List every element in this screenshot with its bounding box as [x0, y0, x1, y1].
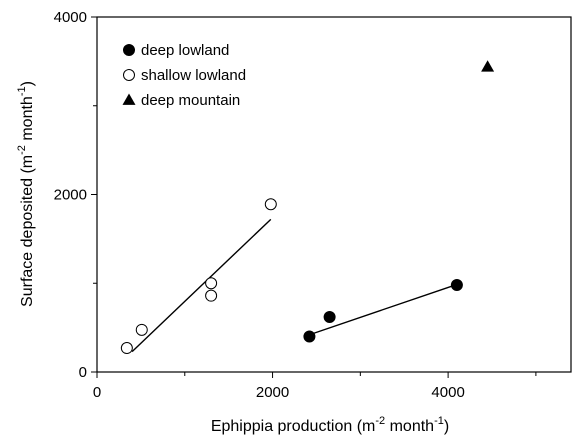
fit-line: [309, 284, 456, 336]
x-axis-label: Ephippia production (m-2 month-1): [211, 415, 449, 435]
data-point: [481, 60, 495, 72]
data-point: [323, 310, 336, 323]
y-axis-label-main: Surface deposited (m: [19, 155, 36, 307]
y-axis-label-unit-exp: -1: [16, 86, 28, 96]
legend-label: shallow lowland: [141, 67, 246, 84]
data-point: [205, 277, 218, 290]
y-tick-label: 4000: [54, 9, 87, 26]
y-axis-label: Surface deposited (m-2 month-1): [16, 81, 36, 307]
legend-marker: [123, 69, 135, 81]
data-point: [135, 323, 148, 336]
x-axis-label-close: ): [444, 418, 449, 435]
legend-label: deep lowland: [141, 42, 229, 59]
data-point: [205, 289, 218, 302]
x-axis-label-main: Ephippia production (m: [211, 418, 376, 435]
y-tick-label: 2000: [54, 187, 87, 204]
data-point: [120, 342, 133, 355]
x-tick-label: 2000: [256, 384, 289, 401]
data-point: [450, 279, 463, 292]
x-axis-label-unit: month: [385, 418, 434, 435]
legend-marker: [122, 93, 136, 105]
fit-lines: [131, 218, 456, 353]
fit-line: [131, 218, 272, 353]
x-tick-label: 4000: [431, 384, 464, 401]
data-point: [264, 198, 277, 211]
x-axis-label-unit-exp: -1: [434, 415, 444, 427]
data-point: [303, 330, 316, 343]
legend-label: deep mountain: [141, 92, 240, 109]
legend: deep lowland shallow lowland deep mountain: [122, 42, 246, 109]
y-tick-label: 0: [79, 364, 87, 381]
y-axis-label-exp: -2: [16, 145, 28, 155]
legend-marker: [123, 44, 135, 56]
x-tick-label: 0: [93, 384, 101, 401]
data-points: [120, 60, 495, 355]
axes: 0 2000 4000 0 2000 4000: [54, 9, 572, 401]
y-axis-label-unit: month: [19, 96, 36, 145]
y-axis-label-close: ): [19, 81, 36, 86]
x-axis-label-exp: -2: [375, 415, 385, 427]
